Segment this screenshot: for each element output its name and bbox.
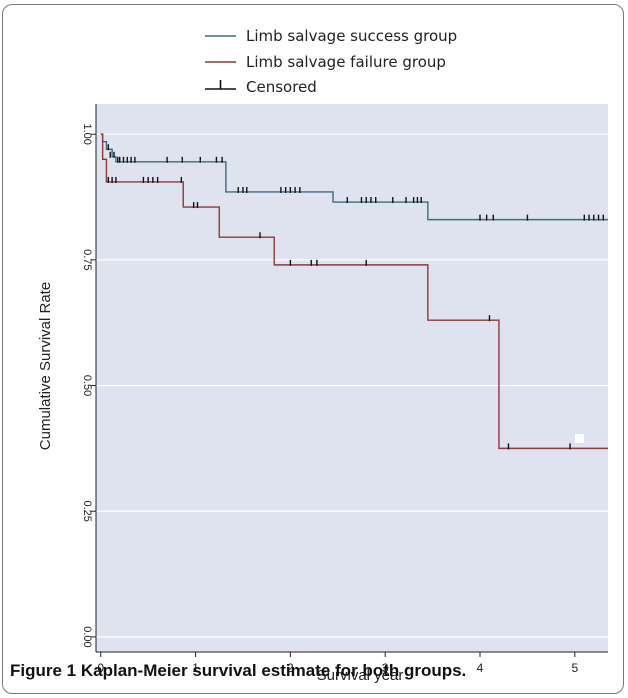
y-axis-label: Cumulative Survival Rate — [37, 282, 54, 450]
x-tick-label-3: 3 — [382, 661, 389, 675]
censor-marks — [107, 144, 604, 450]
white-speck — [575, 434, 584, 443]
y-tick-label-2: 0.50 — [81, 375, 93, 396]
x-axis-label: Survival year — [317, 667, 404, 684]
figure-caption-text: Kaplan-Meier survival estimate for both … — [80, 661, 467, 680]
x-tick-label-0: 0 — [97, 661, 104, 675]
y-tick-label-3: 0.75 — [81, 249, 93, 270]
y-tick-label-0: 0.00 — [81, 626, 93, 647]
x-tick-label-4: 4 — [477, 661, 484, 675]
legend: Limb salvage success group Limb salvage f… — [205, 27, 457, 96]
legend-label-1: Limb salvage failure group — [246, 53, 446, 71]
axes — [95, 104, 608, 653]
y-tick-label-4: 1.00 — [81, 123, 93, 144]
series-line-success — [100, 133, 608, 221]
legend-label-2: Censored — [246, 78, 317, 96]
legend-label-0: Limb salvage success group — [246, 27, 457, 45]
series-lines — [100, 133, 608, 450]
tick-labels: 0 1 2 3 4 5 0.00 0.25 0.50 0.75 1.00 — [81, 123, 578, 675]
y-tick-label-1: 0.25 — [81, 501, 93, 522]
plot-background — [96, 104, 608, 652]
x-tick-label-5: 5 — [571, 661, 578, 675]
grid-lines — [96, 133, 608, 638]
x-tick-label-1: 1 — [192, 661, 199, 675]
x-tick-label-2: 2 — [287, 661, 294, 675]
series-line-failure — [100, 133, 608, 450]
figure-caption: Figure 1 Kaplan-Meier survival estimate … — [10, 661, 466, 681]
figure-label: Figure 1 — [10, 661, 77, 680]
